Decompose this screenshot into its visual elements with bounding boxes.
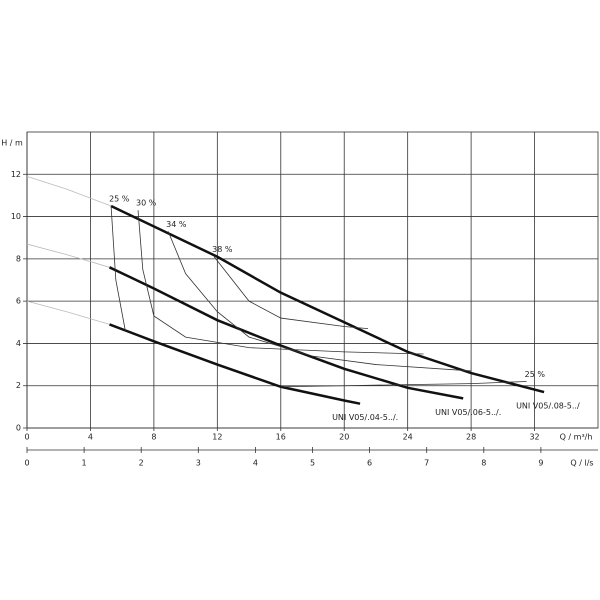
- y-tick-label: 12: [11, 170, 21, 179]
- x2-tick-label: 8: [481, 459, 486, 468]
- curve-label: UNI V05/.08-5../: [516, 402, 580, 411]
- x-tick-label: 32: [529, 433, 539, 442]
- curve: [280, 381, 527, 388]
- x2-tick-label: 5: [310, 459, 315, 468]
- x2-tick-label: 1: [82, 459, 87, 468]
- percent-label: 30 %: [136, 199, 157, 208]
- curve: [167, 231, 472, 372]
- x-tick-label: 4: [88, 433, 93, 442]
- percent-label: 25 %: [109, 195, 130, 204]
- curve-label: UNI V05/.06-5../.: [435, 408, 501, 417]
- x2-tick-label: 9: [538, 459, 543, 468]
- y-tick-label: 10: [11, 212, 21, 221]
- x-tick-label: 24: [403, 433, 413, 442]
- percent-label: 34 %: [166, 220, 187, 229]
- x-tick-label: 16: [276, 433, 286, 442]
- x-axis-label: Q / m³/h: [560, 433, 593, 442]
- curve: [213, 256, 369, 330]
- x2-tick-label: 7: [424, 459, 429, 468]
- x-tick-label: 28: [466, 433, 476, 442]
- curve: [137, 210, 424, 355]
- x-tick-label: 8: [151, 433, 156, 442]
- curve: [109, 323, 361, 405]
- curve: [26, 243, 110, 268]
- curve: [26, 300, 110, 325]
- x2-tick-label: 4: [253, 459, 258, 468]
- x2-axis-label: Q / l/s: [570, 459, 593, 468]
- x-tick-label: 20: [339, 433, 349, 442]
- y-axis-label: H / m: [1, 139, 23, 148]
- y-tick-label: 2: [16, 381, 21, 390]
- curve: [110, 204, 545, 394]
- x2-tick-label: 0: [24, 459, 29, 468]
- x2-tick-label: 2: [139, 459, 144, 468]
- y-tick-label: 0: [16, 424, 21, 433]
- curve: [108, 266, 464, 400]
- curve: [110, 205, 126, 331]
- x2-tick-label: 6: [367, 459, 372, 468]
- x2-tick-label: 3: [196, 459, 201, 468]
- y-tick-label: 6: [16, 297, 21, 306]
- x-tick-label: 0: [24, 433, 29, 442]
- y-tick-label: 4: [16, 339, 21, 348]
- curve: [26, 176, 112, 207]
- y-tick-label: 8: [16, 254, 21, 263]
- curve-label: UNI V05/.04-5../.: [332, 413, 398, 422]
- percent-label: 38 %: [212, 245, 233, 254]
- percent-label: 25 %: [525, 370, 546, 379]
- x-tick-label: 12: [212, 433, 222, 442]
